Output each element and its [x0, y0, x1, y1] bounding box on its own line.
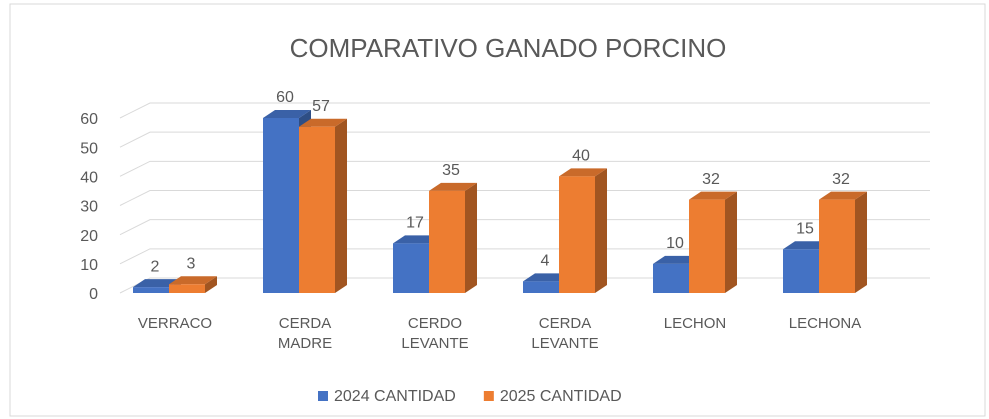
bar-face — [299, 126, 335, 293]
bar-face — [169, 284, 205, 293]
bar — [169, 276, 217, 293]
bar-face — [523, 281, 559, 293]
y-tick-label: 60 — [80, 111, 98, 128]
value-label: 60 — [276, 89, 294, 106]
bar-face — [819, 191, 867, 200]
legend-swatch — [318, 391, 328, 401]
value-label: 32 — [832, 171, 850, 188]
x-tick-label: CERDA LEVANTE — [531, 315, 599, 352]
bar-face — [205, 276, 217, 293]
value-label: 35 — [442, 162, 460, 179]
x-tick-label: LECHONA — [788, 315, 862, 332]
bar-face — [689, 191, 737, 200]
bar-face — [299, 118, 347, 127]
bar-face — [169, 276, 217, 285]
y-tick-label: 0 — [89, 286, 98, 303]
bar-face — [559, 176, 595, 293]
bar-face — [465, 182, 477, 293]
legend-swatch — [483, 391, 494, 401]
bar-face — [429, 190, 465, 293]
bar-face — [653, 263, 689, 293]
x-tick-label: CERDO LEVANTE — [401, 315, 469, 352]
y-tick-label: 10 — [80, 257, 98, 274]
grid-line — [119, 131, 930, 148]
bar-face — [689, 199, 725, 293]
grid-line — [119, 219, 930, 236]
bar-face — [133, 287, 169, 293]
bar-face — [263, 110, 311, 118]
value-label: 2 — [151, 258, 160, 275]
bar-face — [595, 168, 607, 293]
grid-line — [119, 160, 930, 177]
bar — [299, 118, 347, 293]
bar-face — [855, 191, 867, 293]
legend-label: 2024 CANTIDAD — [334, 388, 456, 405]
grid-line — [119, 102, 930, 119]
x-tick-label: VERRACO — [137, 315, 213, 332]
bar-face — [429, 182, 477, 191]
x-tick-label: CERDA MADRE — [277, 315, 333, 352]
bar-face — [725, 191, 737, 293]
value-label: 4 — [541, 253, 550, 270]
value-label: 15 — [796, 220, 814, 237]
y-tick-label: 30 — [80, 199, 98, 216]
bar-face — [335, 118, 347, 293]
grid-line — [119, 190, 930, 206]
y-tick-label: 20 — [80, 228, 98, 245]
value-label: 57 — [312, 98, 330, 115]
x-tick-label: LECHON — [663, 315, 727, 332]
bar-face — [393, 243, 429, 293]
bar — [429, 182, 477, 293]
chart-title: COMPARATIVO GANADO PORCINO — [290, 33, 727, 63]
grid-line — [119, 248, 930, 265]
y-tick-label: 50 — [80, 140, 98, 157]
bar-face — [263, 118, 299, 293]
value-label: 3 — [187, 255, 196, 272]
bar-face — [783, 249, 819, 293]
bar-face — [819, 199, 855, 293]
bar-face — [559, 168, 607, 177]
value-label: 10 — [666, 235, 684, 252]
y-tick-label: 40 — [80, 170, 98, 187]
value-label: 17 — [406, 215, 424, 232]
bar — [559, 168, 607, 293]
legend-label: 2025 CANTIDAD — [500, 388, 622, 405]
bar — [819, 191, 867, 293]
bar — [689, 191, 737, 293]
value-label: 40 — [572, 148, 590, 165]
value-label: 32 — [702, 171, 720, 188]
